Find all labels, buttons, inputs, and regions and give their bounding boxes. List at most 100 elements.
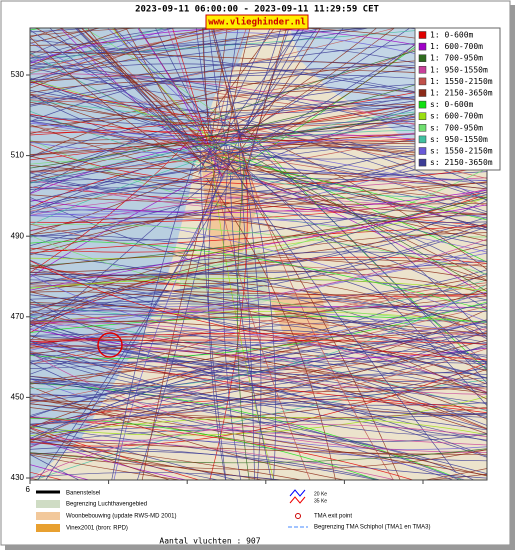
flight-track xyxy=(30,398,487,476)
flight-track xyxy=(198,28,378,145)
legend-box xyxy=(414,27,501,171)
flight-track xyxy=(106,28,216,132)
flight-track xyxy=(240,28,435,153)
flight-track xyxy=(201,28,301,166)
legend-label: 1: 2150-3650m xyxy=(430,89,493,98)
flight-track xyxy=(30,319,487,426)
flight-track xyxy=(30,284,487,296)
flight-track xyxy=(30,454,183,480)
flight-track xyxy=(30,303,487,416)
flight-track xyxy=(204,153,487,207)
title: 2023-09-11 06:00:00 - 2023-09-11 11:29:5… xyxy=(135,5,379,15)
flight-track xyxy=(30,427,201,480)
flight-track xyxy=(30,241,487,311)
flight-track xyxy=(243,28,287,177)
flight-track xyxy=(30,424,487,480)
flight-track xyxy=(30,165,217,190)
flight-count: Aantal vluchten : 907 xyxy=(159,537,260,546)
flight-track xyxy=(202,28,209,127)
flight-track xyxy=(125,28,195,148)
flight-track xyxy=(30,416,487,446)
shadow xyxy=(510,5,515,550)
flight-track xyxy=(208,28,228,158)
flight-track xyxy=(30,323,487,442)
flight-track xyxy=(30,168,487,190)
flight-track xyxy=(30,340,487,440)
flight-track xyxy=(30,159,212,165)
flight-track xyxy=(114,28,216,123)
flight-track xyxy=(74,28,203,155)
flight-track xyxy=(30,438,487,455)
flight-track xyxy=(208,28,231,164)
flight-track xyxy=(30,425,487,479)
flight-track xyxy=(137,28,223,177)
site-link[interactable]: www.vlieghinder.nl xyxy=(208,17,306,28)
flight-track xyxy=(30,376,487,442)
flight-track xyxy=(30,142,212,156)
flight-track xyxy=(81,28,215,148)
flight-track xyxy=(205,161,487,246)
legend-label: 1: 1550-2150m xyxy=(430,77,493,86)
flight-track xyxy=(30,340,487,436)
map-legend: Banenstelsel Begrenzing Luchthavengebied… xyxy=(30,486,487,536)
flight-track xyxy=(30,222,487,300)
flight-track xyxy=(30,128,224,174)
flight-track xyxy=(239,144,277,480)
site-badge[interactable] xyxy=(205,14,309,30)
flight-track xyxy=(30,179,487,212)
flight-track xyxy=(30,287,487,385)
flight-track xyxy=(219,120,487,339)
flight-track xyxy=(30,320,487,385)
flight-track xyxy=(238,28,396,138)
flight-track xyxy=(30,310,487,344)
flight-track xyxy=(30,344,487,410)
flight-track xyxy=(30,28,103,44)
flight-track xyxy=(30,177,487,223)
flight-track xyxy=(30,438,397,480)
flight-track xyxy=(30,298,487,415)
flight-track xyxy=(30,270,487,295)
flight-track xyxy=(30,272,487,369)
flight-track xyxy=(30,333,487,379)
ke35-symbol xyxy=(289,496,306,504)
flight-track xyxy=(30,28,371,69)
flight-track xyxy=(229,28,300,157)
flight-track xyxy=(211,28,244,144)
flight-track xyxy=(30,100,229,128)
flight-track xyxy=(30,28,175,86)
flight-track xyxy=(30,224,487,273)
flight-track xyxy=(30,418,379,480)
flight-track xyxy=(196,28,275,135)
legend-swatch xyxy=(418,100,427,109)
flight-track xyxy=(30,226,487,306)
legend-swatch xyxy=(418,124,427,132)
flight-track xyxy=(30,313,487,358)
y-tick-label: 530 xyxy=(11,70,25,79)
flight-track xyxy=(241,119,487,201)
legend-label: s: 700-950m xyxy=(430,123,483,132)
flight-track xyxy=(30,386,347,480)
flight-track xyxy=(30,199,487,277)
flight-track xyxy=(113,28,196,128)
legend-swatch xyxy=(418,31,427,39)
flight-track xyxy=(30,291,487,400)
flight-track xyxy=(191,28,344,171)
flight-track xyxy=(30,191,487,223)
legend-swatch xyxy=(418,135,427,144)
flight-track xyxy=(30,335,487,395)
flight-track xyxy=(112,28,228,156)
flight-track xyxy=(30,213,487,315)
map-legend-bg xyxy=(30,486,487,536)
flight-track xyxy=(30,448,487,464)
flight-track xyxy=(30,252,487,363)
flight-track xyxy=(220,28,321,177)
flight-track xyxy=(30,81,226,122)
flight-track xyxy=(30,301,487,359)
legend-text: Banenstelsel xyxy=(66,491,100,497)
flight-track xyxy=(30,302,487,335)
flight-track xyxy=(30,178,487,276)
flight-track xyxy=(198,28,271,175)
flight-track xyxy=(30,126,220,147)
